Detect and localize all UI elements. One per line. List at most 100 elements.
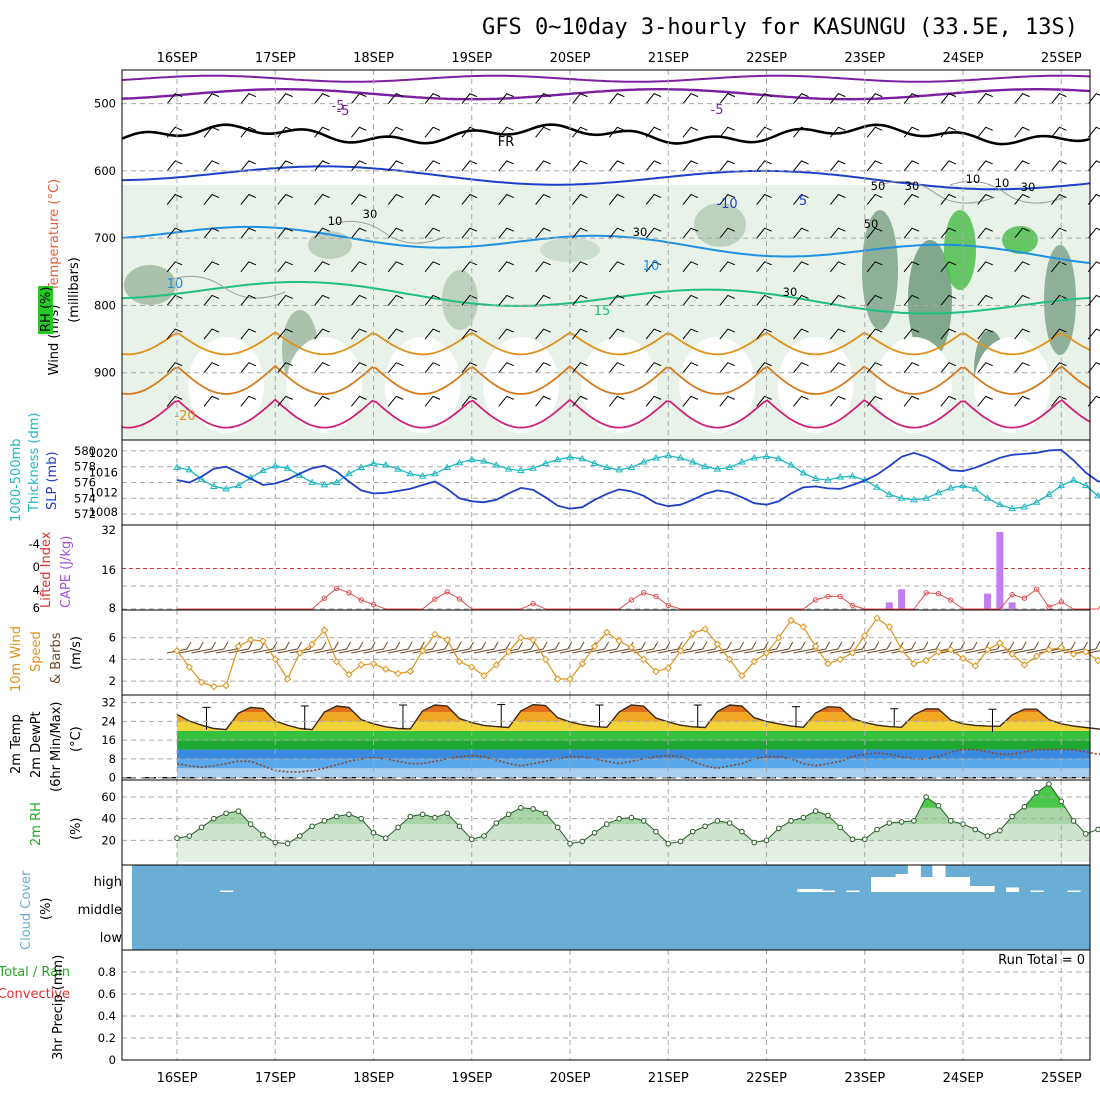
rh-dry-pocket bbox=[581, 337, 658, 433]
rh2m-marker bbox=[751, 839, 758, 846]
wind-barb bbox=[498, 261, 514, 273]
wind10-marker bbox=[406, 667, 415, 676]
wind-barbs bbox=[166, 93, 1100, 407]
wind10-marker bbox=[210, 682, 218, 691]
wind-barb bbox=[940, 362, 957, 374]
thickness-marker bbox=[381, 461, 390, 468]
thickness-marker bbox=[173, 463, 181, 470]
wind10-barb bbox=[314, 641, 339, 654]
wind10-marker bbox=[418, 647, 427, 655]
thickness-marker bbox=[627, 463, 636, 470]
wind-barb bbox=[793, 227, 809, 239]
cloud-gap bbox=[1067, 890, 1081, 892]
wind-barb bbox=[1087, 126, 1100, 138]
wind-barb bbox=[977, 261, 993, 273]
cape-bars bbox=[885, 532, 1016, 609]
rh2m-marker bbox=[235, 808, 242, 814]
wind10-barb bbox=[952, 641, 978, 654]
thickness-marker bbox=[259, 466, 267, 474]
wind-barb bbox=[866, 227, 883, 239]
wind10-marker bbox=[664, 664, 672, 672]
wind-barb bbox=[387, 362, 404, 374]
rh-contour-label: 30 bbox=[905, 179, 920, 193]
wind10-marker bbox=[234, 642, 243, 651]
wind-barb bbox=[387, 193, 404, 205]
lifted-index-marker bbox=[665, 602, 671, 609]
contour-line bbox=[121, 225, 1091, 264]
wind-barb bbox=[240, 362, 257, 374]
wind-barb bbox=[793, 93, 809, 104]
lifted-index-line bbox=[177, 587, 1100, 610]
rh-dry-pocket bbox=[188, 337, 265, 433]
thickness-marker bbox=[394, 465, 402, 472]
wind-barb bbox=[793, 160, 809, 172]
wind-barb bbox=[1051, 193, 1067, 205]
thickness-marker bbox=[602, 463, 611, 470]
rh2m-marker bbox=[382, 835, 389, 841]
temp-band bbox=[177, 712, 1090, 722]
rh2m-marker bbox=[358, 815, 365, 822]
label-cape: CAPE (J/kg) bbox=[59, 536, 74, 608]
wind10-barb bbox=[744, 641, 769, 654]
rh2m-marker bbox=[616, 815, 622, 822]
thickness-marker bbox=[283, 464, 292, 471]
thickness-marker bbox=[553, 455, 562, 463]
wind-barb bbox=[829, 227, 846, 239]
wind-barb bbox=[461, 227, 478, 239]
rh-contour-label: 30 bbox=[783, 285, 798, 299]
wind10-barb bbox=[707, 641, 732, 654]
wind10-marker bbox=[873, 614, 881, 622]
wind10-marker bbox=[443, 636, 451, 644]
wind10-barb bbox=[424, 641, 450, 654]
wind-barb bbox=[829, 193, 846, 205]
lifted-index-marker bbox=[948, 597, 954, 603]
wind10-marker bbox=[947, 645, 955, 654]
wind-barb bbox=[351, 227, 367, 239]
wind-barb bbox=[203, 294, 220, 306]
wind-barb bbox=[572, 261, 588, 273]
wind10-barb bbox=[768, 641, 794, 654]
wind-barb bbox=[1051, 261, 1067, 273]
thickness-marker bbox=[185, 465, 194, 473]
lifted-index-marker bbox=[1058, 599, 1064, 605]
rh-shade-blob bbox=[944, 210, 976, 290]
wind10-marker bbox=[799, 623, 808, 631]
wind-barb bbox=[645, 227, 662, 239]
rh2m-marker bbox=[1070, 818, 1077, 824]
contour-line bbox=[121, 331, 1091, 356]
wind-barb bbox=[240, 126, 257, 138]
rh2m-marker bbox=[407, 813, 414, 820]
wind-barb bbox=[1014, 362, 1030, 374]
rh2m-marker bbox=[1058, 798, 1065, 805]
wind10-barb bbox=[854, 641, 880, 654]
wind-barb bbox=[866, 126, 883, 138]
label-thickness: Thickness (dm) bbox=[27, 413, 42, 513]
rh2m-marker bbox=[604, 821, 610, 827]
precip-tick-label: 0.4 bbox=[98, 1009, 116, 1023]
wind10-barb bbox=[559, 641, 585, 654]
wind-barb bbox=[498, 362, 514, 374]
wind-barb bbox=[535, 261, 551, 273]
li-tick-label: 4 bbox=[33, 583, 40, 597]
label-wind10-speed: Speed bbox=[29, 631, 44, 672]
lifted-index-marker bbox=[825, 593, 831, 600]
label-wind10-barbs: & Barbs bbox=[49, 632, 64, 684]
wind10-marker bbox=[861, 631, 869, 640]
wind-barb bbox=[461, 93, 478, 104]
wind-barb bbox=[645, 160, 662, 172]
cape-bar bbox=[996, 532, 1004, 609]
wind-barb bbox=[645, 294, 662, 306]
temperature-contour-label: -20 bbox=[174, 409, 195, 424]
wind10-barb bbox=[277, 641, 302, 654]
thickness-marker bbox=[762, 452, 771, 459]
wind-barb bbox=[572, 294, 588, 306]
date-label-bottom: 23SEP bbox=[844, 1071, 885, 1086]
lifted-index-marker bbox=[321, 595, 328, 601]
contour-line bbox=[121, 123, 1091, 146]
wind10-marker bbox=[996, 639, 1004, 647]
wind-barb bbox=[277, 227, 293, 239]
wind-barb bbox=[756, 93, 772, 104]
wind-barb bbox=[940, 93, 957, 104]
wind-barb bbox=[903, 294, 920, 306]
